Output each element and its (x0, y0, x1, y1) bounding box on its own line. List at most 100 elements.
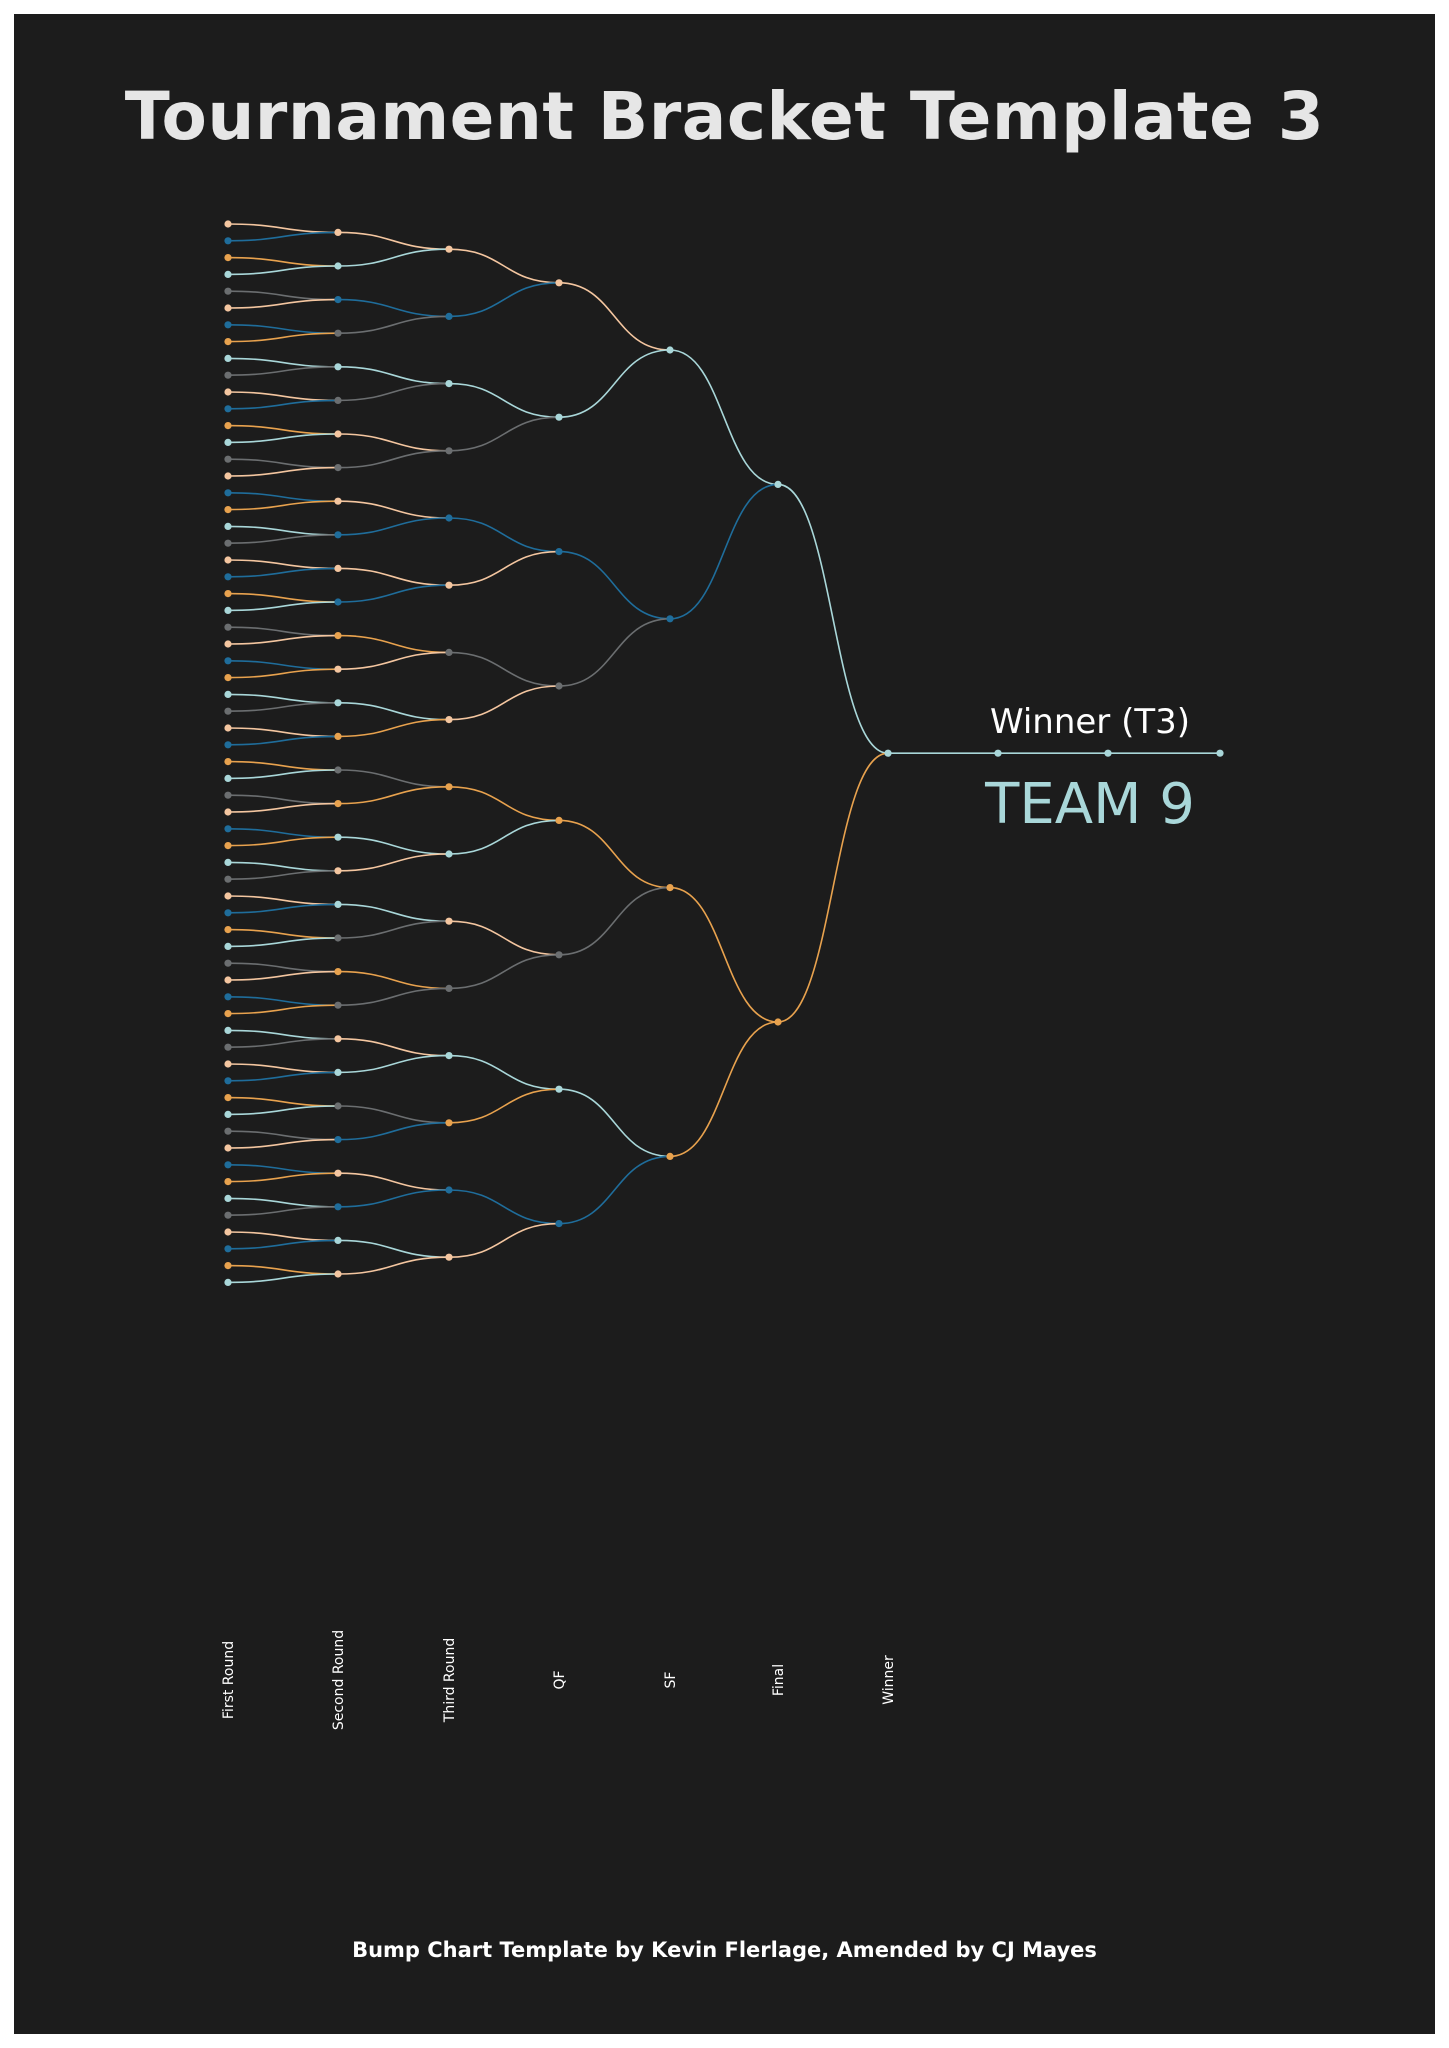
team-dot (224, 758, 232, 766)
team-dot (224, 556, 232, 564)
bracket-link (337, 702, 450, 721)
bracket-link (227, 1239, 339, 1250)
team-dot (445, 648, 453, 657)
team-dot (224, 438, 232, 446)
team-dot (224, 522, 232, 531)
team-dot (224, 1278, 232, 1286)
bracket-link (227, 357, 339, 368)
team-dot (224, 489, 232, 497)
bracket-link (227, 760, 339, 771)
bracket-link (777, 752, 889, 1023)
team-dot (334, 296, 342, 304)
bracket-link (337, 634, 450, 654)
team-dot (224, 1194, 232, 1202)
bracket-link (227, 903, 339, 914)
team-dot (224, 254, 232, 262)
team-dot (224, 539, 232, 547)
bracket-link (448, 1222, 560, 1258)
bracket-link (227, 668, 339, 679)
team-dot (224, 825, 232, 833)
team-dot (224, 506, 232, 514)
bracket-link (227, 634, 339, 645)
bracket-link (227, 223, 339, 234)
team-dot (334, 699, 342, 707)
team-dot (224, 1010, 232, 1018)
team-dot (224, 573, 232, 581)
bracket-link (337, 500, 450, 519)
bracket-link (337, 1122, 450, 1141)
bracket-link (227, 424, 339, 435)
bracket-link (227, 970, 339, 981)
team-dot (334, 464, 342, 472)
bracket-link (227, 735, 339, 746)
bracket-link (558, 1155, 671, 1225)
bracket-link (227, 290, 339, 301)
bracket-link (337, 1038, 450, 1057)
team-dot (224, 791, 232, 799)
bracket-link (227, 592, 339, 603)
team-dot (445, 1186, 453, 1194)
team-dot (224, 1211, 232, 1219)
bracket-link (227, 525, 339, 536)
team-dot (224, 287, 232, 295)
bracket-link (337, 382, 450, 402)
bracket-link (227, 828, 339, 838)
bracket-link (337, 231, 450, 250)
bracket-link (337, 987, 450, 1006)
team-dot (224, 976, 232, 984)
bracket-link (227, 1172, 339, 1183)
bracket-link (558, 886, 671, 956)
bracket-link (337, 315, 450, 334)
team-dot (224, 1245, 232, 1253)
team-dot (224, 993, 232, 1001)
team-dot (224, 1060, 232, 1068)
bracket-link (337, 366, 450, 385)
team-dot (224, 606, 232, 615)
bracket-link (337, 769, 450, 788)
bracket-link (227, 1273, 339, 1284)
bracket-link (558, 819, 671, 889)
bracket-link (448, 416, 560, 452)
bracket-link (669, 1021, 779, 1158)
bracket-link (448, 1088, 560, 1124)
team-dot (334, 564, 342, 573)
bracket-link (227, 895, 339, 906)
bracket-link (227, 1164, 339, 1174)
bracket-link (448, 517, 560, 553)
team-dot (555, 816, 563, 825)
bracket-link (337, 651, 450, 670)
bracket-link (337, 433, 450, 452)
bracket-link (227, 399, 339, 410)
team-dot (224, 220, 232, 228)
bracket-link (448, 651, 560, 687)
team-dot (224, 1077, 232, 1085)
team-dot (224, 623, 232, 631)
bracket-link (227, 1105, 339, 1116)
team-dot (445, 245, 453, 253)
team-dot (666, 615, 674, 623)
bracket-link (669, 886, 779, 1023)
team-dot (445, 783, 453, 791)
bracket-link (227, 1130, 339, 1141)
bracket-link (227, 231, 339, 242)
team-dot (224, 455, 232, 463)
bracket-link (227, 1138, 339, 1149)
bracket-link (337, 1189, 450, 1208)
team-dot (224, 926, 232, 934)
team-dot (666, 346, 674, 354)
bracket-link (337, 903, 450, 922)
team-dot (555, 548, 563, 556)
team-dot (224, 1127, 232, 1135)
bracket-link (777, 483, 889, 754)
team-dot (555, 682, 563, 690)
team-dot (445, 917, 453, 925)
team-dot (334, 665, 342, 673)
bracket-link (337, 836, 450, 855)
bracket-link (227, 693, 339, 704)
bracket-link (669, 349, 779, 486)
bracket-link (227, 1264, 339, 1275)
winner-dot (994, 749, 1002, 757)
bracket-link (227, 500, 339, 511)
bracket-link (337, 584, 450, 603)
bracket-link (227, 870, 339, 880)
